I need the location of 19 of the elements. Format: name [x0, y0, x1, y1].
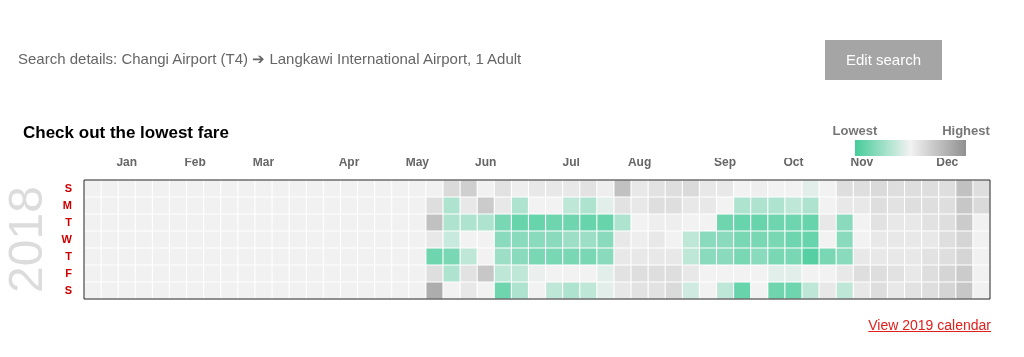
- y-tick-label: W: [61, 232, 73, 245]
- y-tick-label: S: [64, 283, 72, 296]
- text: View 2019 calendar: [868, 317, 991, 333]
- x-tick-label: Nov: [850, 155, 874, 170]
- x-tick-label: Mar: [252, 155, 275, 170]
- color-bar-label: Highest: [942, 123, 991, 138]
- chart-title: Check out the lowest fare: [23, 122, 229, 142]
- x-tick-label: May: [405, 155, 430, 170]
- y-tick-label: M: [62, 198, 72, 211]
- y-tick-label: S: [64, 181, 72, 194]
- x-tick-label: Apr: [338, 155, 360, 170]
- color-bar-label: Lowest: [832, 123, 879, 138]
- y-tick-label: T: [65, 215, 73, 228]
- y-tick-label: T: [65, 249, 73, 262]
- text: Edit search: [825, 40, 942, 80]
- x-tick-label: Aug: [627, 155, 652, 170]
- x-tick-label: Jan: [116, 155, 138, 170]
- text: Search details: Changi Airport (T4) ➔ Langkawi International Airport, 1 Adult: [18, 50, 522, 68]
- y-tick-label: F: [65, 266, 73, 279]
